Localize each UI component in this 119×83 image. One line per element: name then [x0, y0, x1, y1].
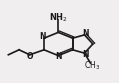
Text: NH$_2$: NH$_2$ — [49, 11, 68, 24]
Text: N: N — [82, 29, 89, 38]
Text: CH$_3$: CH$_3$ — [84, 59, 100, 72]
Text: O: O — [27, 52, 33, 61]
Text: N: N — [82, 50, 89, 59]
Text: N: N — [55, 52, 62, 61]
Text: N: N — [40, 32, 46, 41]
